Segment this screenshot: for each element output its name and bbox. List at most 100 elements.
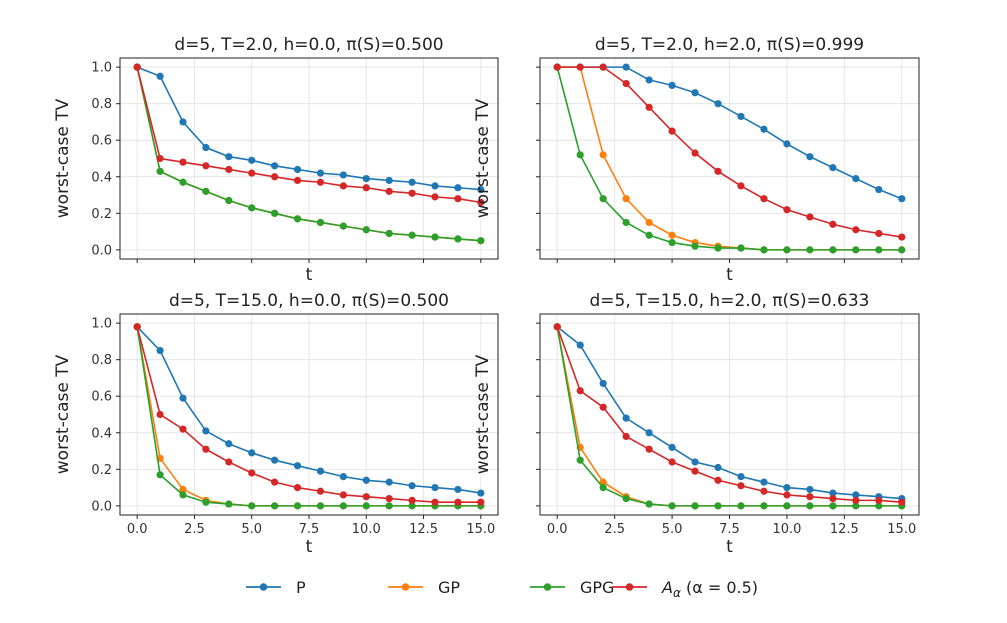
data-point <box>737 182 745 190</box>
series-line <box>136 326 481 507</box>
data-point <box>622 195 630 203</box>
data-point <box>179 491 187 499</box>
data-point <box>293 483 302 492</box>
y-tick-label: 0.4 <box>91 426 112 441</box>
data-point <box>156 346 164 355</box>
data-point <box>760 502 768 510</box>
data-point <box>316 487 325 495</box>
data-point <box>202 162 210 170</box>
data-point <box>691 458 699 466</box>
data-point <box>248 502 256 510</box>
data-point <box>737 473 745 481</box>
x-tick-label: 0.0 <box>547 522 568 537</box>
x-tick-label: 12.5 <box>409 522 438 537</box>
data-point <box>668 458 676 466</box>
series-a-0-5- <box>553 323 906 506</box>
y-tick-label: 0.0 <box>91 243 112 258</box>
legend-label: P <box>296 578 306 597</box>
data-point <box>668 238 676 247</box>
data-point <box>179 178 187 186</box>
y-axis-label: worst-case TV <box>53 98 73 218</box>
data-point <box>668 231 676 239</box>
data-point <box>202 143 210 152</box>
data-point <box>156 410 164 419</box>
data-point <box>691 89 699 97</box>
data-point <box>714 167 722 175</box>
data-point <box>339 491 347 499</box>
data-point <box>714 463 722 472</box>
data-point <box>622 494 630 503</box>
data-point <box>362 502 370 510</box>
x-tick-label: 7.5 <box>719 522 740 537</box>
data-point <box>316 502 325 510</box>
data-point <box>783 502 791 510</box>
data-point <box>668 81 676 90</box>
data-point <box>852 496 860 504</box>
data-point <box>645 445 653 453</box>
data-point <box>316 467 325 475</box>
data-point <box>714 244 722 252</box>
subplot-4: 0.0 2.5 5.0 7.5 10.0 12.5 15.0 d=5, T=15.0, h=2… <box>473 291 920 557</box>
data-point <box>202 445 210 453</box>
data-point <box>760 195 768 203</box>
data-point <box>179 425 187 433</box>
data-point <box>362 175 370 183</box>
data-point <box>271 478 279 486</box>
data-point <box>156 72 164 80</box>
legend-item: GPG <box>530 578 614 597</box>
data-point <box>225 165 233 174</box>
y-tick-label: 1.0 <box>91 317 112 332</box>
x-axis-label: t <box>306 537 313 557</box>
legend-item: P <box>246 578 306 597</box>
data-point <box>622 432 630 441</box>
y-tick-label: 0.8 <box>91 97 112 112</box>
data-point <box>179 394 187 402</box>
data-point <box>362 184 370 192</box>
data-point <box>362 493 370 501</box>
data-point <box>852 502 860 510</box>
data-point <box>714 502 722 510</box>
data-point <box>339 222 347 230</box>
data-point <box>133 323 141 331</box>
data-point <box>248 449 256 457</box>
y-tick-label: 0.0 <box>91 499 112 514</box>
x-tick-label: 0.0 <box>127 522 148 537</box>
data-point <box>408 231 416 239</box>
data-point <box>225 153 233 161</box>
y-tick-label: 0.6 <box>91 390 112 405</box>
data-point <box>645 76 653 84</box>
data-point <box>576 63 584 71</box>
data-point <box>339 473 347 481</box>
data-point <box>645 231 653 239</box>
data-point <box>454 235 462 243</box>
data-point <box>431 233 439 241</box>
data-point <box>362 226 370 234</box>
data-point <box>737 244 745 252</box>
series-line <box>136 66 481 242</box>
data-point <box>645 500 653 508</box>
data-point <box>431 483 439 492</box>
data-point <box>691 149 699 157</box>
data-point <box>271 456 279 464</box>
data-point <box>156 471 164 479</box>
legend-item: Aα (α = 0.5) <box>612 578 758 600</box>
data-point <box>385 494 393 503</box>
data-point <box>477 198 485 206</box>
y-tick-label: 0.6 <box>91 134 112 149</box>
data-point <box>691 467 699 475</box>
series-line <box>556 66 902 251</box>
data-point <box>202 427 210 435</box>
data-point <box>316 169 325 177</box>
data-point <box>783 140 791 148</box>
series-a-0-5- <box>553 63 906 241</box>
series-line <box>556 326 902 507</box>
data-point <box>293 462 302 470</box>
x-axis-label: t <box>306 265 313 285</box>
data-point <box>875 185 883 194</box>
data-point <box>806 502 814 510</box>
data-point <box>599 483 607 492</box>
x-tick-label: 10.0 <box>772 522 801 537</box>
data-point <box>248 169 256 177</box>
data-point <box>898 498 906 506</box>
data-point <box>852 246 860 254</box>
